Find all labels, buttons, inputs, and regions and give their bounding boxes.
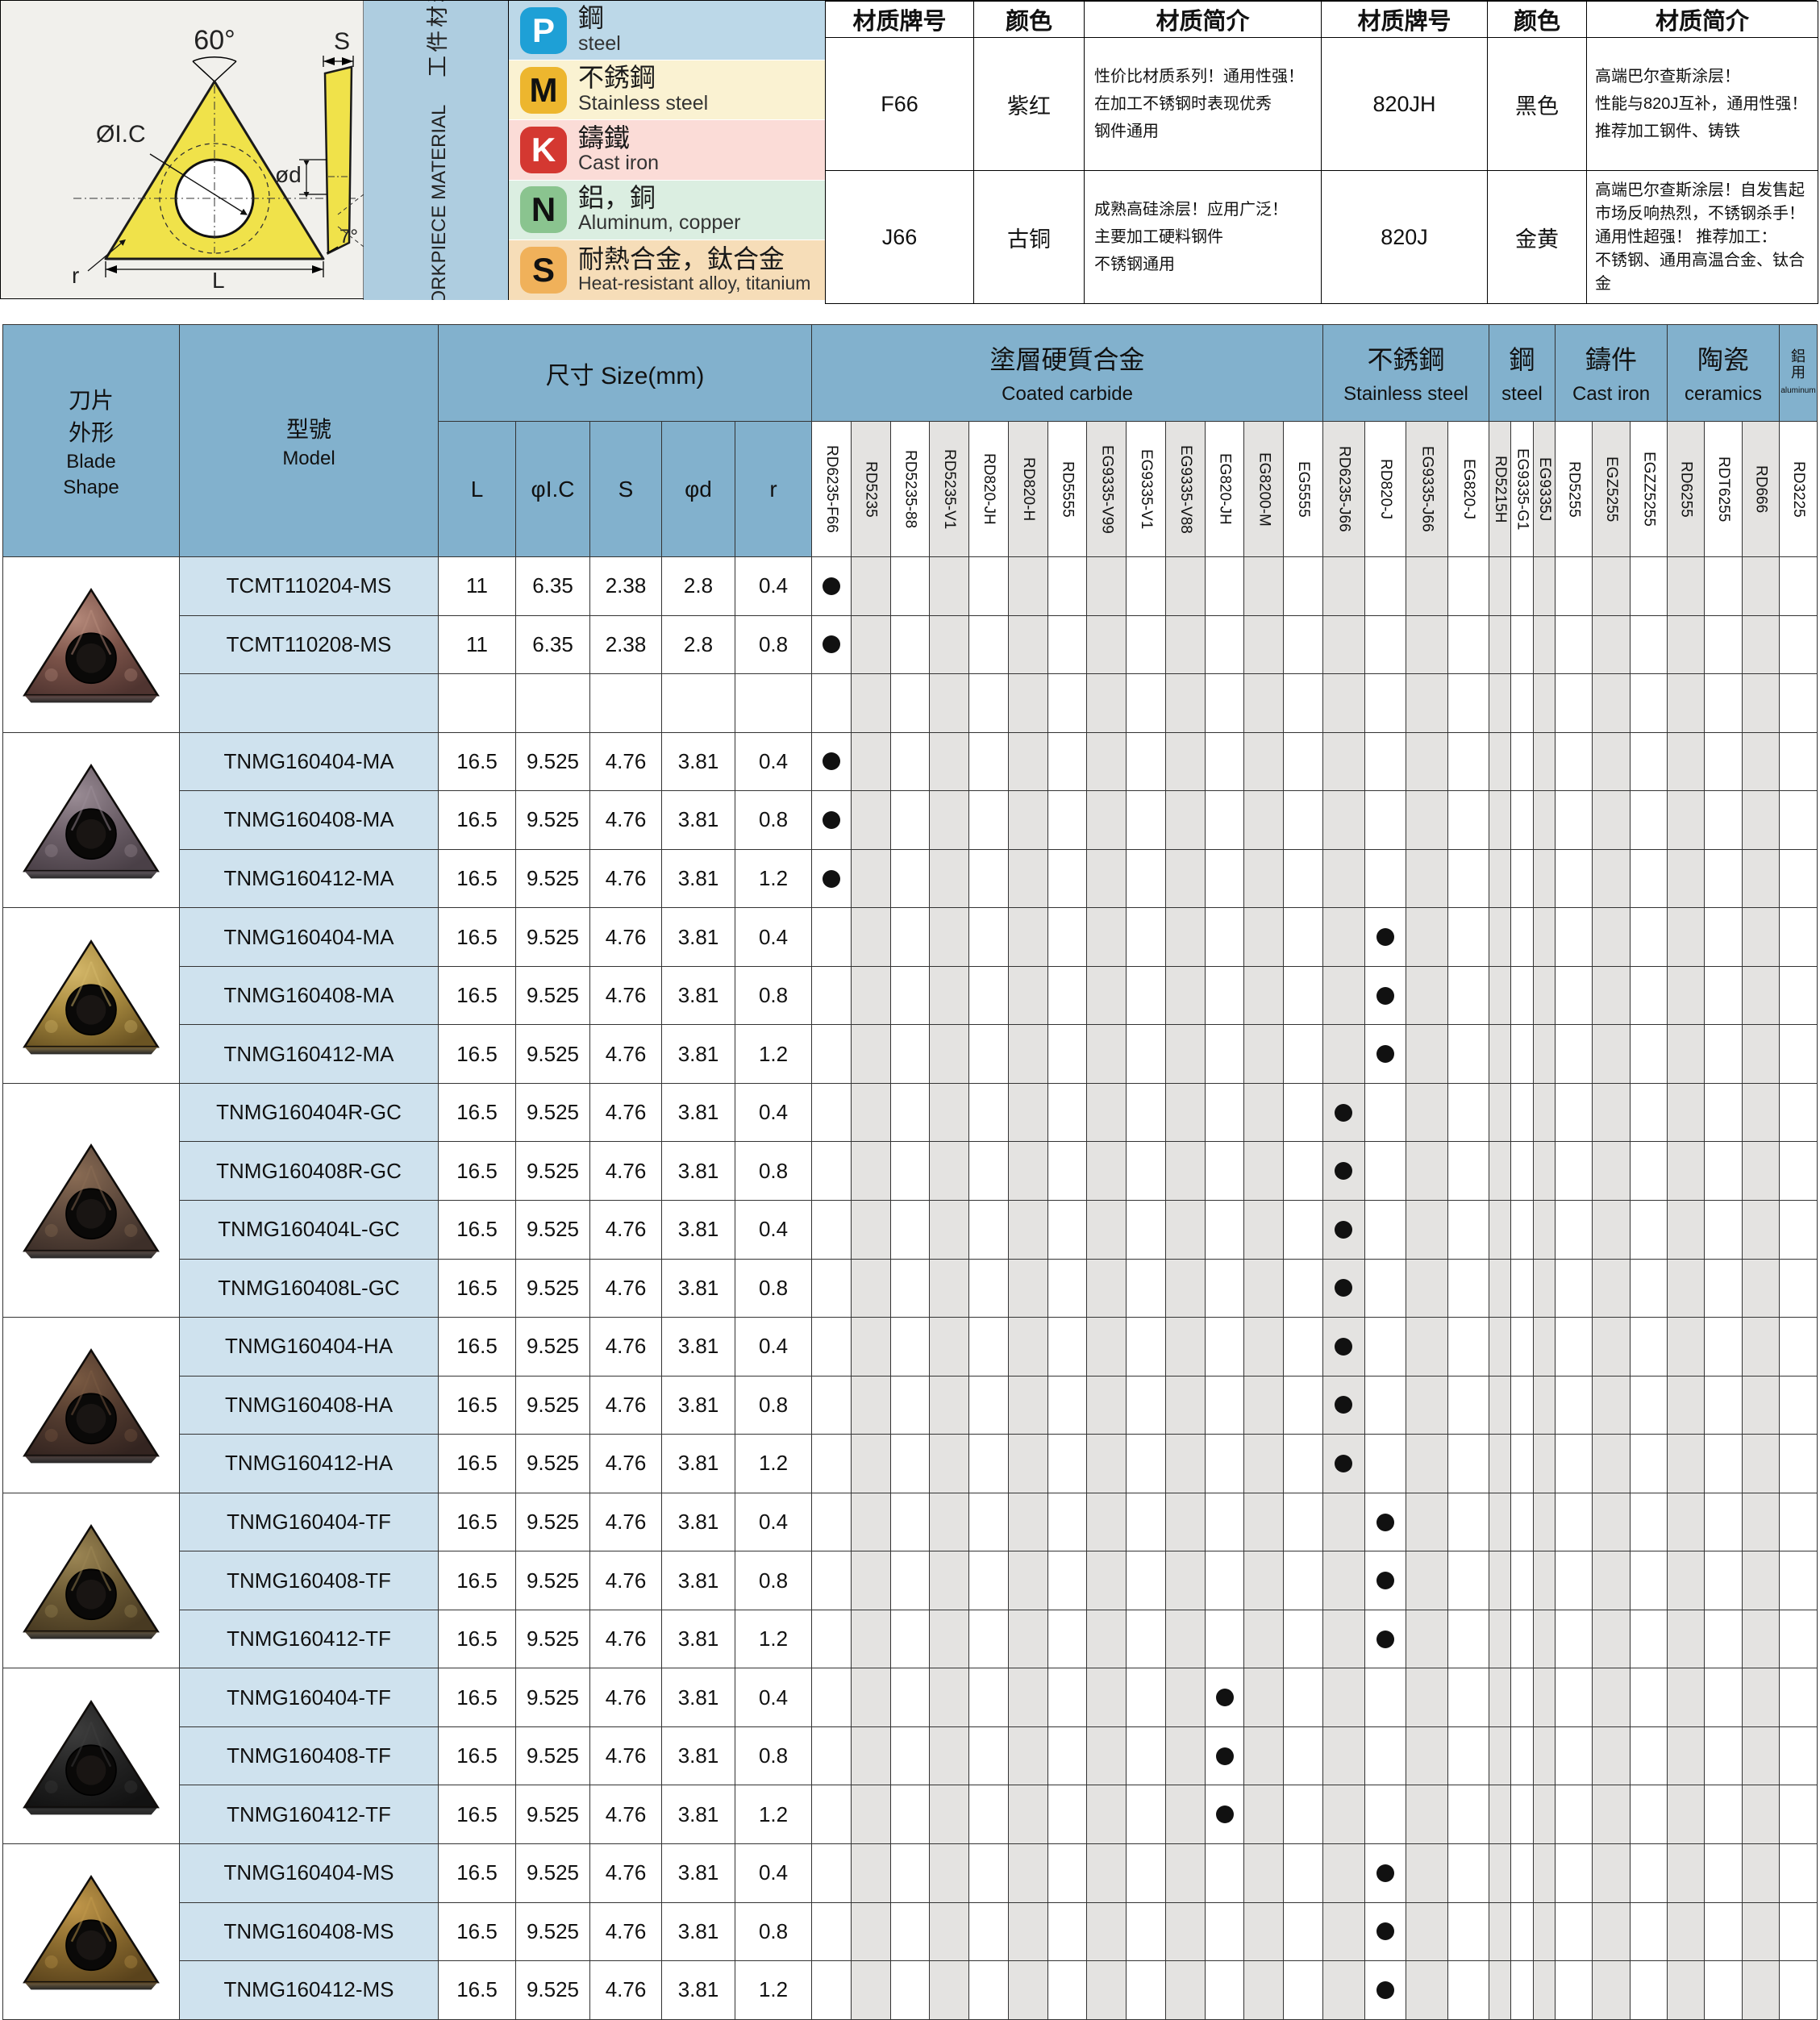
svg-text:L: L <box>212 268 225 293</box>
svg-text:60°: 60° <box>194 25 235 56</box>
svg-text:S: S <box>334 28 350 55</box>
svg-text:ØI.C: ØI.C <box>96 121 146 148</box>
svg-text:r: r <box>72 263 79 288</box>
svg-text:7°: 7° <box>339 226 358 248</box>
svg-text:ød: ød <box>275 162 302 187</box>
